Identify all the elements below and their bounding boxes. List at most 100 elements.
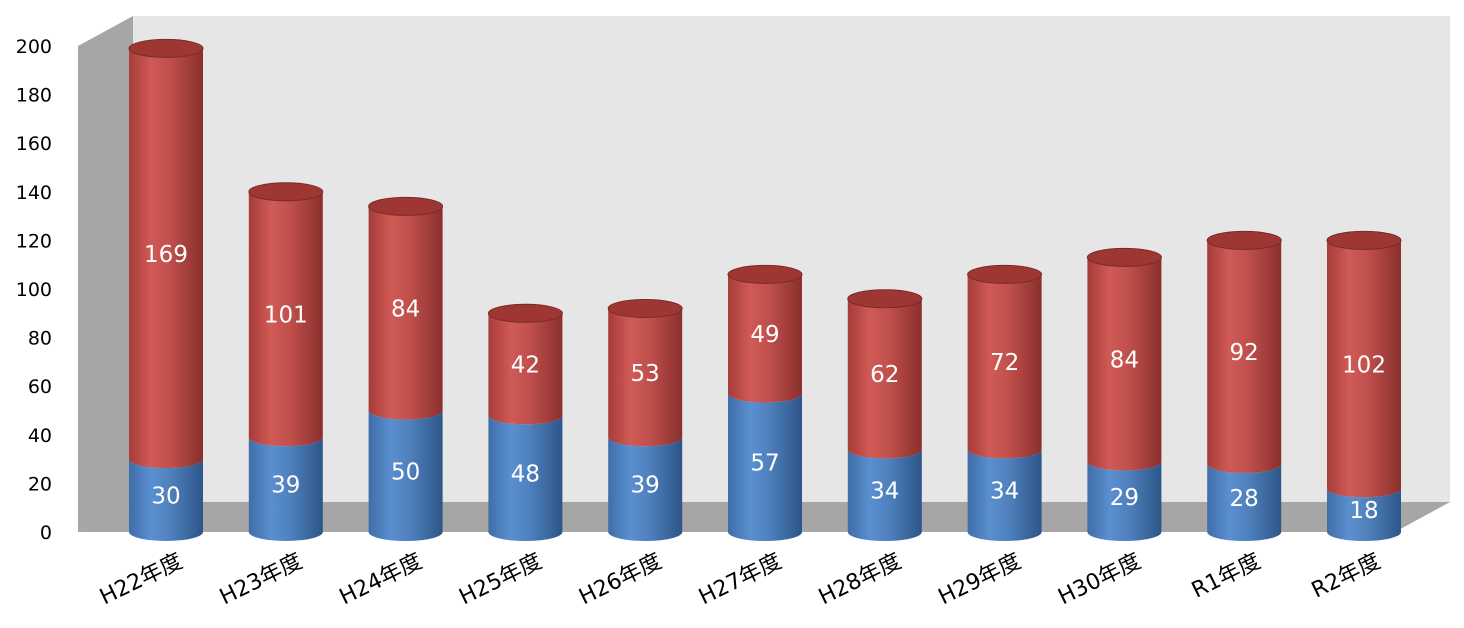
bar-segment xyxy=(487,303,563,425)
bar-body xyxy=(248,191,323,447)
bar-segment xyxy=(967,449,1042,541)
bar-body xyxy=(967,449,1042,541)
data-label: 84 xyxy=(1110,347,1139,373)
bar-segment xyxy=(368,196,444,420)
bar-segment xyxy=(1087,461,1162,541)
data-label: 53 xyxy=(631,361,660,387)
bar-cap xyxy=(727,264,803,284)
bar-body xyxy=(488,313,563,425)
data-label: 34 xyxy=(990,479,1019,505)
y-tick-label: 100 xyxy=(16,279,52,301)
y-tick-label: 160 xyxy=(16,133,52,155)
bar-cap xyxy=(128,38,204,58)
bar-segment xyxy=(847,449,922,541)
bar-cap xyxy=(967,264,1043,284)
data-label: 102 xyxy=(1342,352,1386,378)
bar-body xyxy=(368,410,443,541)
bar-body xyxy=(1207,463,1282,541)
x-tick-label: H25年度 xyxy=(455,549,546,610)
data-label: 92 xyxy=(1230,340,1259,366)
data-label: 50 xyxy=(391,459,420,485)
bar-body xyxy=(847,298,922,459)
bars xyxy=(128,38,1402,541)
x-tick-label: H24年度 xyxy=(336,549,427,610)
data-label: 169 xyxy=(144,242,188,268)
bar-body xyxy=(1207,240,1282,473)
bar-body xyxy=(728,274,802,403)
x-tick-label: H28年度 xyxy=(815,549,906,610)
y-tick-label: 140 xyxy=(16,182,52,204)
data-label: 48 xyxy=(511,462,540,488)
bar-cap xyxy=(607,298,683,318)
bar-segment xyxy=(1086,247,1162,471)
data-label: 29 xyxy=(1110,485,1139,511)
bar-segment xyxy=(128,38,204,469)
bar-cap xyxy=(1086,247,1162,267)
x-tick-label: H22年度 xyxy=(96,549,187,610)
bar-segment xyxy=(608,437,683,541)
x-axis: H22年度 H23年度 H24年度 H25年度 H26年度 H27年度 H28年度 H29年度… xyxy=(96,549,1385,610)
bar-segment xyxy=(368,410,443,541)
bar-segment xyxy=(129,459,203,541)
bar-cap xyxy=(1206,230,1282,250)
data-label: 39 xyxy=(631,473,660,499)
data-label: 57 xyxy=(750,451,779,477)
bar-body xyxy=(608,308,683,447)
y-tick-label: 0 xyxy=(40,522,52,544)
x-tick-label: H30年度 xyxy=(1054,549,1145,610)
y-axis: 0 20 40 60 80 100 120 140 160 180 200 xyxy=(16,36,52,544)
data-label: 39 xyxy=(271,473,300,499)
bar-segment xyxy=(607,298,683,447)
data-label: 42 xyxy=(511,352,540,378)
data-label: 18 xyxy=(1349,498,1378,524)
data-label: 84 xyxy=(391,296,420,322)
x-tick-label: R1年度 xyxy=(1188,549,1265,604)
side-wall xyxy=(78,16,133,532)
y-tick-label: 120 xyxy=(16,230,52,252)
bar-cap xyxy=(248,182,324,202)
bar-segment xyxy=(248,437,323,541)
y-tick-label: 80 xyxy=(28,328,52,350)
bar-segment xyxy=(488,415,563,541)
y-tick-label: 180 xyxy=(16,85,52,107)
bar-segment xyxy=(1326,230,1402,498)
bar-cap xyxy=(847,289,923,309)
bar-cap xyxy=(1326,230,1402,250)
bar-segment xyxy=(967,264,1043,459)
y-tick-label: 60 xyxy=(28,376,52,398)
bar-segment xyxy=(1207,463,1282,541)
bar-body xyxy=(368,206,443,420)
x-tick-label: H27年度 xyxy=(695,549,786,610)
data-labels: 30 169 39 101 50 84 48 42 39 53 57 49 34 62 34 72 29 84 28… xyxy=(144,242,1386,524)
y-tick-label: 200 xyxy=(16,36,52,58)
bar-body xyxy=(1087,257,1162,471)
y-tick-label: 40 xyxy=(28,425,52,447)
bar-body xyxy=(1327,240,1401,498)
bar-segment xyxy=(728,393,802,541)
x-tick-label: H26年度 xyxy=(575,549,666,610)
data-label: 62 xyxy=(870,362,899,388)
bar-cap xyxy=(487,303,563,323)
bar-body xyxy=(1087,461,1162,541)
y-tick-label: 20 xyxy=(28,473,52,495)
data-label: 34 xyxy=(870,479,899,505)
x-tick-label: R2年度 xyxy=(1308,549,1385,604)
data-label: 72 xyxy=(990,350,1019,376)
bar-body xyxy=(608,437,683,541)
bar-body xyxy=(129,48,203,469)
bar-segment xyxy=(1206,230,1282,473)
bar-body xyxy=(488,415,563,541)
x-tick-label: H29年度 xyxy=(935,549,1026,610)
bar-body xyxy=(847,449,922,541)
bar-segment xyxy=(727,264,803,403)
bar-body xyxy=(1327,488,1401,541)
data-label: 49 xyxy=(750,322,779,348)
x-tick-label: H23年度 xyxy=(216,549,307,610)
bar-segment xyxy=(248,182,324,447)
bar-body xyxy=(967,274,1042,459)
data-label: 101 xyxy=(264,303,308,329)
bar-body xyxy=(728,393,802,541)
bar-segment xyxy=(847,289,923,459)
data-label: 28 xyxy=(1230,486,1259,512)
